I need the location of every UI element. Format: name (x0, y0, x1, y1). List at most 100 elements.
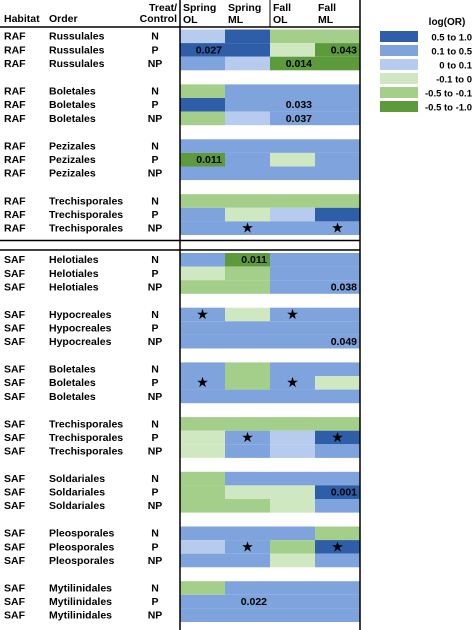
row-treatment-label: P (151, 541, 158, 553)
row-order-label: Pezizales (49, 168, 96, 180)
heatmap-cell (270, 152, 315, 167)
row-habitat-label: SAF (4, 528, 26, 540)
row-treatment-label: P (151, 44, 158, 56)
heatmap-cell (315, 266, 360, 281)
significance-star: ★ (331, 538, 344, 554)
legend-swatch (380, 73, 418, 84)
row-order-label: Pleosporales (49, 528, 115, 540)
row-habitat-label: RAF (4, 154, 26, 166)
heatmap-cell (270, 334, 315, 349)
row-order-label: Pezizales (49, 141, 96, 153)
heatmap-cell (315, 362, 360, 376)
column-header-line2: ML (318, 14, 334, 26)
row-treatment-label: NP (148, 610, 163, 622)
heatmap-cell (180, 540, 225, 554)
heatmap-cell (180, 111, 225, 126)
heatmap-cell (270, 553, 315, 568)
row-order-label: Boletales (49, 86, 96, 98)
heatmap-cell (270, 540, 315, 554)
heatmap-cell (225, 253, 270, 267)
heatmap-cell (315, 334, 360, 349)
heatmap-cell (270, 98, 315, 112)
heatmap-cell (270, 594, 315, 609)
row-habitat-label: SAF (4, 418, 26, 430)
row-habitat-label: SAF (4, 254, 26, 266)
row-treatment-label: N (151, 418, 159, 430)
significance-star: ★ (241, 429, 254, 445)
heatmap-cell (270, 307, 315, 322)
heatmap-cell (315, 417, 360, 431)
row-order-label: Soldariales (49, 500, 105, 512)
legend-swatch (380, 101, 418, 112)
heatmap-cell (270, 417, 315, 431)
row-habitat-label: SAF (4, 309, 26, 321)
row-treatment-label: N (151, 364, 159, 376)
heatmap-cell (270, 430, 315, 445)
heatmap-cell (225, 111, 270, 126)
column-header-line1: Fall (318, 2, 336, 14)
row-order-label: Trechisporales (49, 209, 123, 221)
heatmap-cell (180, 417, 225, 431)
row-habitat-label: RAF (4, 168, 26, 180)
legend-swatch (380, 59, 418, 70)
heatmap-cell (180, 376, 225, 390)
heatmap-cell (225, 321, 270, 335)
heatmap-cell (180, 581, 225, 595)
row-order-label: Soldariales (49, 487, 105, 499)
row-order-label: Russulales (49, 58, 105, 70)
row-treatment-label: N (151, 86, 159, 98)
cell-value-label: 0.011 (196, 154, 222, 166)
row-order-label: Trechisporales (49, 223, 123, 235)
heatmap-cell (225, 553, 270, 568)
heatmap-cell (270, 608, 315, 622)
row-order-label: Helotiales (49, 268, 99, 280)
heatmap-cell (270, 321, 315, 335)
row-habitat-label: SAF (4, 432, 26, 444)
heatmap-cell (180, 321, 225, 335)
row-order-label: Hypocreales (49, 336, 112, 348)
cell-value-label: 0.014 (286, 58, 312, 70)
heatmap-cell (270, 389, 315, 404)
row-habitat-label: RAF (4, 113, 26, 125)
heatmap-cell (315, 444, 360, 458)
heatmap-cell (315, 98, 360, 112)
row-habitat-label: RAF (4, 141, 26, 153)
heatmap-cell (315, 29, 360, 44)
heatmap-cell (270, 29, 315, 44)
heatmap-cell (315, 253, 360, 267)
legend-label: 0 to 0.1 (439, 61, 472, 72)
heatmap-cell (225, 334, 270, 349)
heatmap-cell (180, 139, 225, 153)
heatmap-cell (315, 526, 360, 541)
row-treatment-label: N (151, 195, 159, 207)
row-habitat-label: RAF (4, 58, 26, 70)
legend-label: -0.5 to -1.0 (425, 103, 472, 114)
row-habitat-label: SAF (4, 391, 26, 403)
heatmap-cell (270, 376, 315, 390)
row-habitat-label: SAF (4, 323, 26, 335)
heatmap-cell (270, 499, 315, 513)
row-treatment-label: N (151, 528, 159, 540)
heatmap-cell (225, 307, 270, 322)
heatmap-cell (180, 56, 225, 71)
row-treatment-label: P (151, 268, 158, 280)
heatmap-cell (225, 266, 270, 281)
heatmap-cell (225, 139, 270, 153)
heatmap-cell (270, 194, 315, 208)
row-order-label: Russulales (49, 44, 105, 56)
row-habitat-label: RAF (4, 99, 26, 111)
significance-star: ★ (331, 220, 344, 236)
legend-title: log(OR) (429, 17, 466, 28)
row-order-label: Boletales (49, 99, 96, 111)
heatmap-cell (180, 362, 225, 376)
heatmap-cell (270, 471, 315, 486)
cell-value-label: 0.033 (286, 99, 312, 111)
significance-star: ★ (241, 538, 254, 554)
heatmap-cell (270, 111, 315, 126)
heatmap-cell (180, 43, 225, 57)
row-treatment-label: P (151, 596, 158, 608)
heatmap-cell (315, 307, 360, 322)
heatmap-cell (270, 266, 315, 281)
heatmap-cell (180, 152, 225, 167)
row-treatment-label: P (151, 154, 158, 166)
